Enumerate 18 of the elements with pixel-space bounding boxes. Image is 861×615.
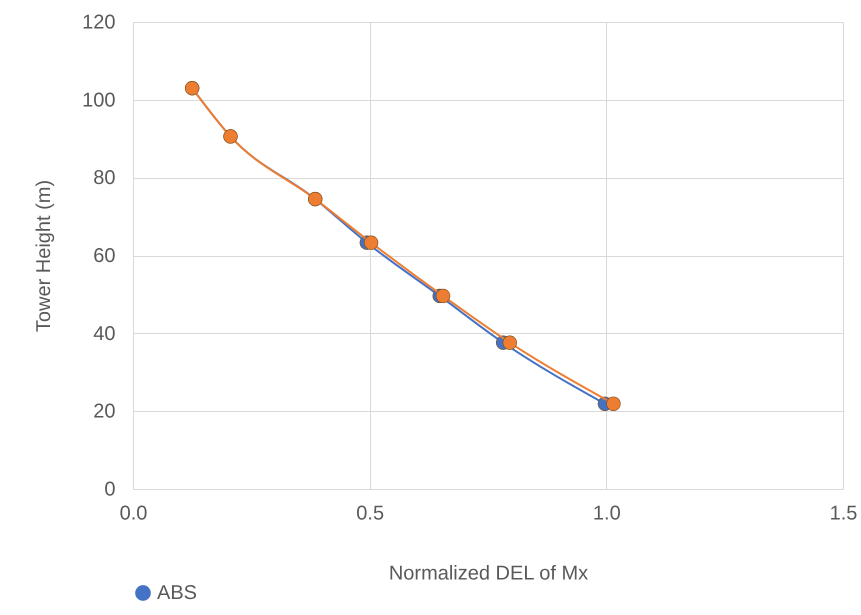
point [502, 335, 517, 350]
y-axis-title: Tower Height (m) [33, 180, 56, 332]
legend-label: ABS [157, 582, 198, 604]
y-tick-label: 80 [93, 167, 116, 190]
y-tick-label: 20 [93, 400, 116, 423]
point [436, 288, 450, 304]
x-tick-label: 1.5 [830, 502, 858, 524]
x-tick-label: 0.0 [120, 502, 148, 524]
y-tick-label: 40 [93, 322, 116, 345]
x-tick-label: 1.0 [592, 502, 621, 524]
x-tick-label: 0.5 [356, 502, 384, 524]
x-axis-title: Normalized DEL of Mx [388, 562, 588, 584]
y-tick-label: 0 [104, 478, 116, 500]
y-tick-label: 120 [82, 12, 116, 34]
y-tick-label: 100 [82, 89, 116, 112]
y-tick-label: 60 [93, 245, 116, 267]
point [364, 235, 378, 250]
point [606, 396, 621, 411]
